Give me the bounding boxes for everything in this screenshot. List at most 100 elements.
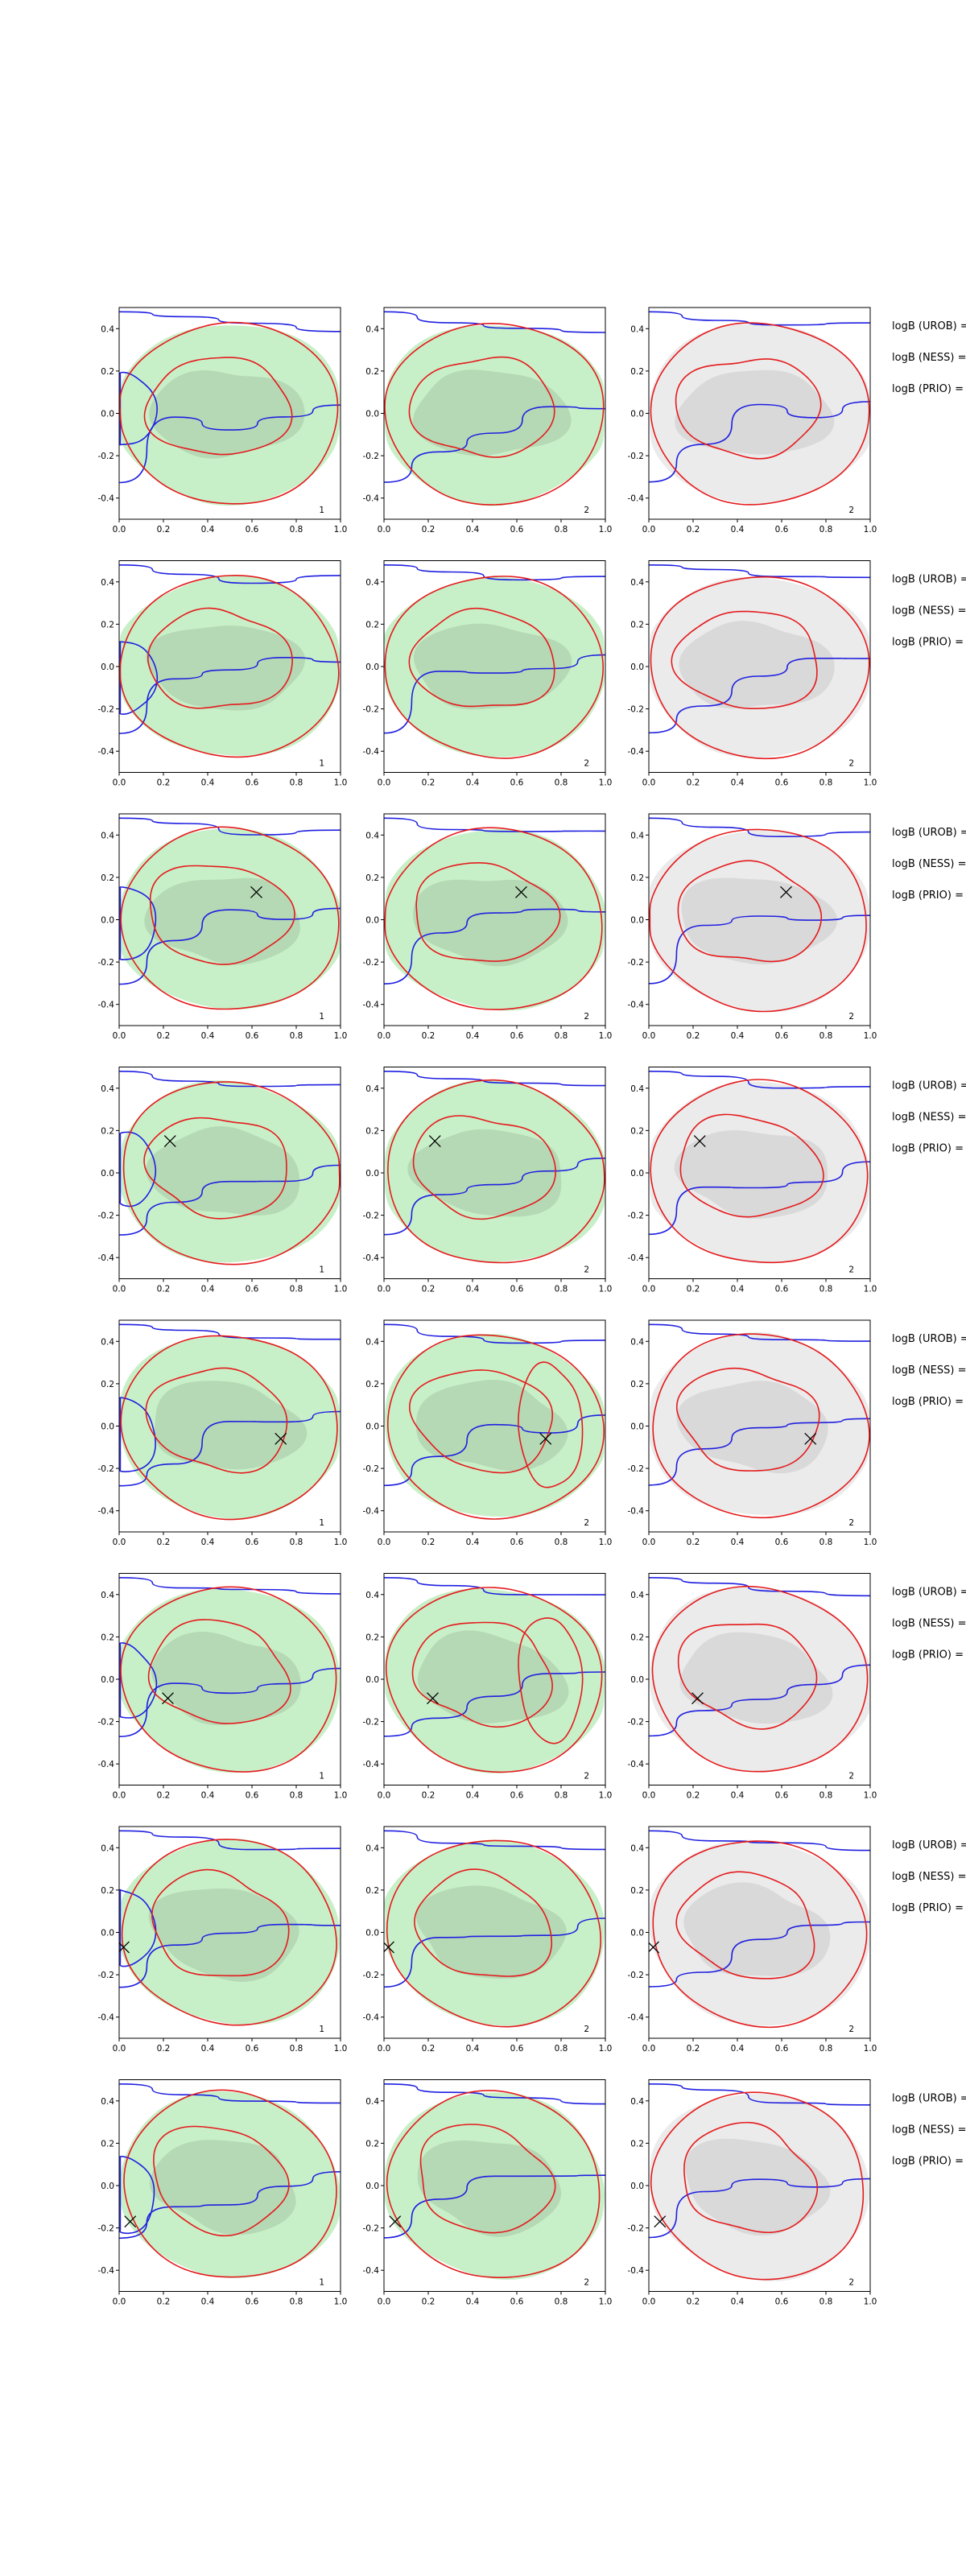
y-tick-label: 0.2 bbox=[365, 1126, 379, 1136]
panel-content bbox=[649, 564, 870, 760]
panel-content bbox=[119, 1071, 341, 1265]
red-contour bbox=[145, 1367, 288, 1474]
y-tick-label: -0.2 bbox=[628, 1718, 645, 1728]
x-tick-label: 0.8 bbox=[290, 2044, 303, 2054]
x-tick-label: 0.0 bbox=[113, 1538, 126, 1547]
y-tick-label: 0.4 bbox=[365, 1337, 379, 1347]
y-tick-label: 0.2 bbox=[630, 1886, 644, 1896]
x-tick-label: 1.0 bbox=[864, 778, 877, 788]
blue-contour bbox=[649, 564, 870, 579]
y-tick-label: 0.0 bbox=[365, 916, 379, 926]
y-tick-label: 0.4 bbox=[630, 1843, 644, 1853]
blue-contour bbox=[384, 654, 605, 734]
x-tick-label: 1.0 bbox=[334, 2044, 348, 2054]
red-contour bbox=[387, 1079, 605, 1264]
panel-r4-c1: 0.0 0.2 0.4 0.6 0.8 1.0 0.4 0.2 0.0 -0.2 -0.4 1 bbox=[98, 1067, 347, 1294]
side-label: logB (UROB) = bbox=[892, 320, 966, 332]
x-tick-label: 0.4 bbox=[466, 1791, 480, 1801]
panel-label: 2 bbox=[848, 1518, 854, 1528]
red-contour bbox=[412, 1115, 556, 1220]
blue-contour bbox=[384, 1918, 605, 1988]
panel-r5-c3: 0.0 0.2 0.4 0.6 0.8 1.0 0.4 0.2 0.0 -0.2 -0.4 2 bbox=[628, 1319, 877, 1547]
x-tick-label: 1.0 bbox=[334, 525, 348, 535]
density-fill-inner bbox=[149, 2140, 296, 2235]
x-tick-label: 0.2 bbox=[687, 1285, 700, 1294]
x-tick-label: 0.6 bbox=[775, 2297, 789, 2307]
panel-content bbox=[384, 1577, 605, 1773]
x-tick-label: 1.0 bbox=[599, 1031, 613, 1041]
y-tick-label: 0.2 bbox=[365, 1633, 379, 1642]
blue-contour bbox=[649, 817, 870, 838]
y-tick-label: 0.0 bbox=[101, 2182, 114, 2191]
y-tick-label: -0.2 bbox=[98, 958, 115, 968]
x-tick-label: 0.0 bbox=[378, 2297, 391, 2307]
blue-contour bbox=[119, 1889, 157, 1967]
x-tick-label: 0.6 bbox=[510, 2044, 524, 2054]
x-tick-label: 0.6 bbox=[775, 1031, 789, 1041]
density-fill-inner bbox=[685, 2138, 831, 2236]
x-tick-label: 0.2 bbox=[687, 525, 700, 535]
y-tick-label: -0.4 bbox=[98, 747, 115, 757]
red-contour bbox=[385, 1587, 603, 1773]
panel-r7-c2: 0.0 0.2 0.4 0.6 0.8 1.0 0.4 0.2 0.0 -0.2 -0.4 2 bbox=[363, 1826, 613, 2054]
y-tick-label: 0.0 bbox=[630, 1675, 644, 1685]
side-label: logB (PRIO) = bbox=[892, 383, 964, 395]
marker-x bbox=[124, 2215, 137, 2228]
y-tick-label: 0.4 bbox=[101, 324, 114, 334]
x-tick-label: 0.6 bbox=[775, 525, 789, 535]
marker-x bbox=[119, 1941, 130, 1954]
red-contour bbox=[408, 356, 555, 458]
panel-r5-c1: 0.0 0.2 0.4 0.6 0.8 1.0 0.4 0.2 0.0 -0.2 -0.4 1 bbox=[98, 1319, 347, 1547]
y-tick-label: 0.2 bbox=[630, 620, 644, 630]
x-tick-label: 0.8 bbox=[819, 2044, 833, 2054]
x-tick-label: 0.4 bbox=[201, 2297, 215, 2307]
blue-contour bbox=[649, 401, 870, 483]
x-tick-label: 0.2 bbox=[157, 778, 171, 788]
y-tick-label: 0.2 bbox=[365, 620, 379, 630]
y-tick-label: 0.0 bbox=[101, 1169, 114, 1179]
x-tick-label: 0.0 bbox=[642, 1538, 656, 1547]
x-tick-label: 0.8 bbox=[555, 1538, 568, 1547]
density-fill-inner bbox=[674, 1130, 828, 1219]
x-tick-label: 0.6 bbox=[246, 1791, 259, 1801]
density-fill-inner bbox=[679, 1632, 833, 1724]
panel-content bbox=[119, 564, 341, 758]
blue-contour bbox=[119, 1071, 341, 1088]
y-tick-label: 0.0 bbox=[365, 2182, 379, 2191]
x-tick-label: 0.2 bbox=[157, 2297, 171, 2307]
side-label: logB (PRIO) = bbox=[892, 2156, 964, 2168]
marker-x bbox=[691, 1692, 704, 1705]
panel-label: 2 bbox=[848, 759, 854, 769]
y-tick-label: 0.0 bbox=[365, 1422, 379, 1432]
panel-r1-c1: 0.0 0.2 0.4 0.6 0.8 1.0 0.4 0.2 0.0 -0.2 -0.4 1 bbox=[98, 307, 348, 535]
y-tick-label: 0.2 bbox=[630, 1380, 644, 1389]
x-tick-label: 0.6 bbox=[510, 525, 524, 535]
x-tick-label: 1.0 bbox=[334, 1031, 348, 1041]
side-label: logB (PRIO) = bbox=[892, 890, 964, 902]
y-tick-label: 0.4 bbox=[630, 831, 644, 840]
x-tick-label: 0.0 bbox=[113, 1791, 126, 1801]
blue-contour bbox=[384, 2083, 605, 2105]
panel-content bbox=[119, 1323, 341, 1521]
y-tick-label: 0.0 bbox=[630, 663, 644, 672]
x-tick-label: 1.0 bbox=[599, 2297, 613, 2307]
x-tick-label: 0.8 bbox=[290, 1538, 303, 1547]
blue-contour bbox=[119, 564, 341, 584]
red-contour bbox=[119, 321, 339, 505]
red-contour bbox=[649, 828, 867, 1013]
blue-contour bbox=[384, 1671, 605, 1737]
blue-contour bbox=[384, 2174, 605, 2239]
blue-contour bbox=[119, 404, 341, 484]
x-tick-label: 1.0 bbox=[864, 2044, 877, 2054]
marker-x bbox=[804, 1432, 817, 1445]
x-tick-label: 0.2 bbox=[157, 2044, 171, 2054]
x-tick-label: 1.0 bbox=[334, 778, 348, 788]
panel-content bbox=[119, 1830, 341, 2026]
x-tick-label: 0.4 bbox=[201, 778, 215, 788]
x-tick-label: 1.0 bbox=[864, 1285, 877, 1294]
x-tick-label: 0.4 bbox=[201, 1285, 215, 1294]
panel-label: 2 bbox=[848, 506, 854, 515]
x-tick-label: 1.0 bbox=[599, 2044, 613, 2054]
panel-r3-c3: 0.0 0.2 0.4 0.6 0.8 1.0 0.4 0.2 0.0 -0.2 -0.4 2 bbox=[628, 813, 877, 1041]
